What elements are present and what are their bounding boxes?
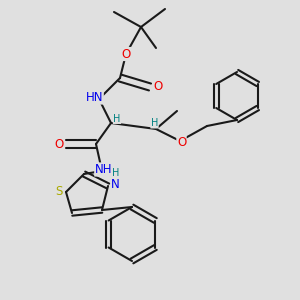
Text: H: H xyxy=(112,168,119,178)
Text: O: O xyxy=(153,80,162,94)
Text: O: O xyxy=(55,137,64,151)
Text: H: H xyxy=(151,118,158,128)
Text: NH: NH xyxy=(95,163,112,176)
Text: HN: HN xyxy=(86,91,103,104)
Text: S: S xyxy=(55,184,62,198)
Text: O: O xyxy=(177,136,186,149)
Text: N: N xyxy=(111,178,120,191)
Text: H: H xyxy=(113,113,121,124)
Text: O: O xyxy=(122,47,130,61)
